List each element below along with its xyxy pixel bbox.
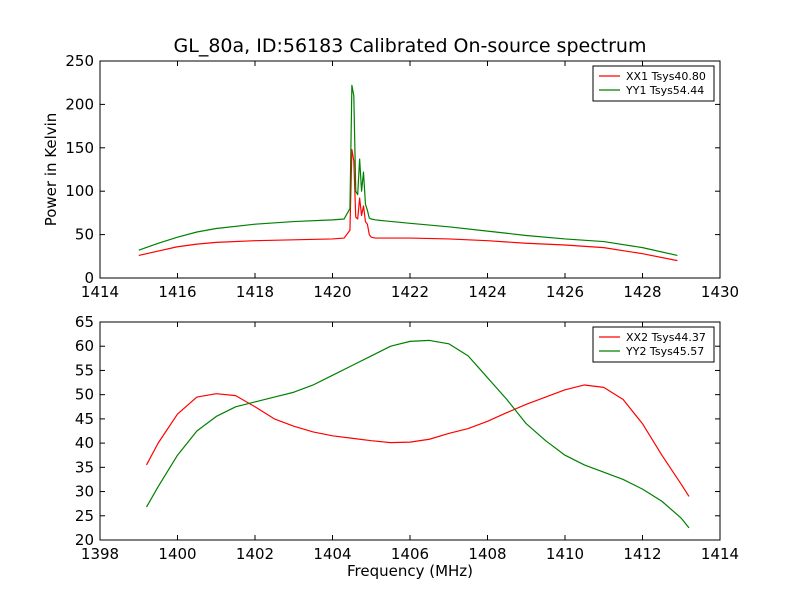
legend: XX1 Tsys40.80 YY1 Tsys54.44	[592, 65, 715, 102]
bottom-chart: Frequency (MHz) 1398 1400 1402 1404 1406 1408…	[75, 313, 739, 580]
legend: XX2 Tsys44.37 YY2 Tsys45.57	[592, 326, 715, 363]
x-tick-label: 1414	[81, 283, 119, 301]
y-tick-label: 20	[75, 531, 94, 549]
x-tick-label: 1406	[391, 545, 429, 563]
y-tick-label: 100	[65, 182, 94, 200]
x-tick-label: 1430	[701, 283, 739, 301]
series-lines	[145, 339, 690, 529]
series-line-green	[145, 339, 690, 529]
y-tick-label: 65	[75, 313, 94, 331]
y-tick-label: 35	[75, 458, 94, 476]
legend-box	[592, 65, 715, 102]
y-tick-label: 30	[75, 483, 94, 501]
x-tick-label: 1400	[158, 545, 196, 563]
x-tick-label: 1412	[623, 545, 661, 563]
plot-frame	[99, 60, 721, 279]
y-tick-label: 0	[84, 269, 94, 287]
y-tick-label: 55	[75, 361, 94, 379]
y-tick-label: 45	[75, 410, 94, 428]
y-tick-label: 50	[75, 226, 94, 244]
series-line-red	[138, 148, 678, 262]
x-tick-label: 1428	[623, 283, 661, 301]
x-tick-label: 1416	[158, 283, 196, 301]
x-tick-label: 1410	[546, 545, 584, 563]
axis-ticks: 1398 1400 1402 1404 1406 1408 1410 1412 1414 20 25…	[75, 313, 739, 563]
x-tick-label: 1404	[313, 545, 351, 563]
axis-ticks: 1414 1416 1418 1420 1422 1424 1426 1428 1430 0 50 1…	[65, 52, 739, 301]
x-tick-label: 1408	[468, 545, 506, 563]
y-tick-label: 200	[65, 95, 94, 113]
y-tick-label: 150	[65, 139, 94, 157]
y-axis-label: Power in Kelvin	[42, 113, 60, 227]
top-chart: GL_80a, ID:56183 Calibrated On-source sp…	[42, 35, 739, 301]
x-tick-label: 1426	[546, 283, 584, 301]
legend-entry-yy1: YY1 Tsys54.44	[625, 84, 704, 97]
legend-entry-yy2: YY2 Tsys45.57	[625, 345, 704, 358]
y-tick-label: 40	[75, 434, 94, 452]
x-axis-label: Frequency (MHz)	[347, 562, 473, 580]
x-tick-label: 1424	[468, 283, 506, 301]
plot-frame	[99, 321, 721, 541]
x-tick-label: 1420	[313, 283, 351, 301]
x-tick-label: 1418	[236, 283, 274, 301]
y-tick-label: 25	[75, 507, 94, 525]
y-tick-label: 50	[75, 386, 94, 404]
y-tick-label: 250	[65, 52, 94, 70]
y-tick-label: 60	[75, 337, 94, 355]
x-tick-label: 1422	[391, 283, 429, 301]
chart-title: GL_80a, ID:56183 Calibrated On-source sp…	[174, 35, 647, 57]
series-line-green	[138, 84, 678, 257]
x-tick-label: 1398	[81, 545, 119, 563]
x-tick-label: 1402	[236, 545, 274, 563]
legend-box	[592, 326, 715, 363]
series-line-red	[145, 384, 690, 497]
x-tick-label: 1414	[701, 545, 739, 563]
legend-entry-xx2: XX2 Tsys44.37	[626, 331, 706, 344]
series-lines	[138, 84, 678, 262]
legend-entry-xx1: XX1 Tsys40.80	[626, 70, 706, 83]
